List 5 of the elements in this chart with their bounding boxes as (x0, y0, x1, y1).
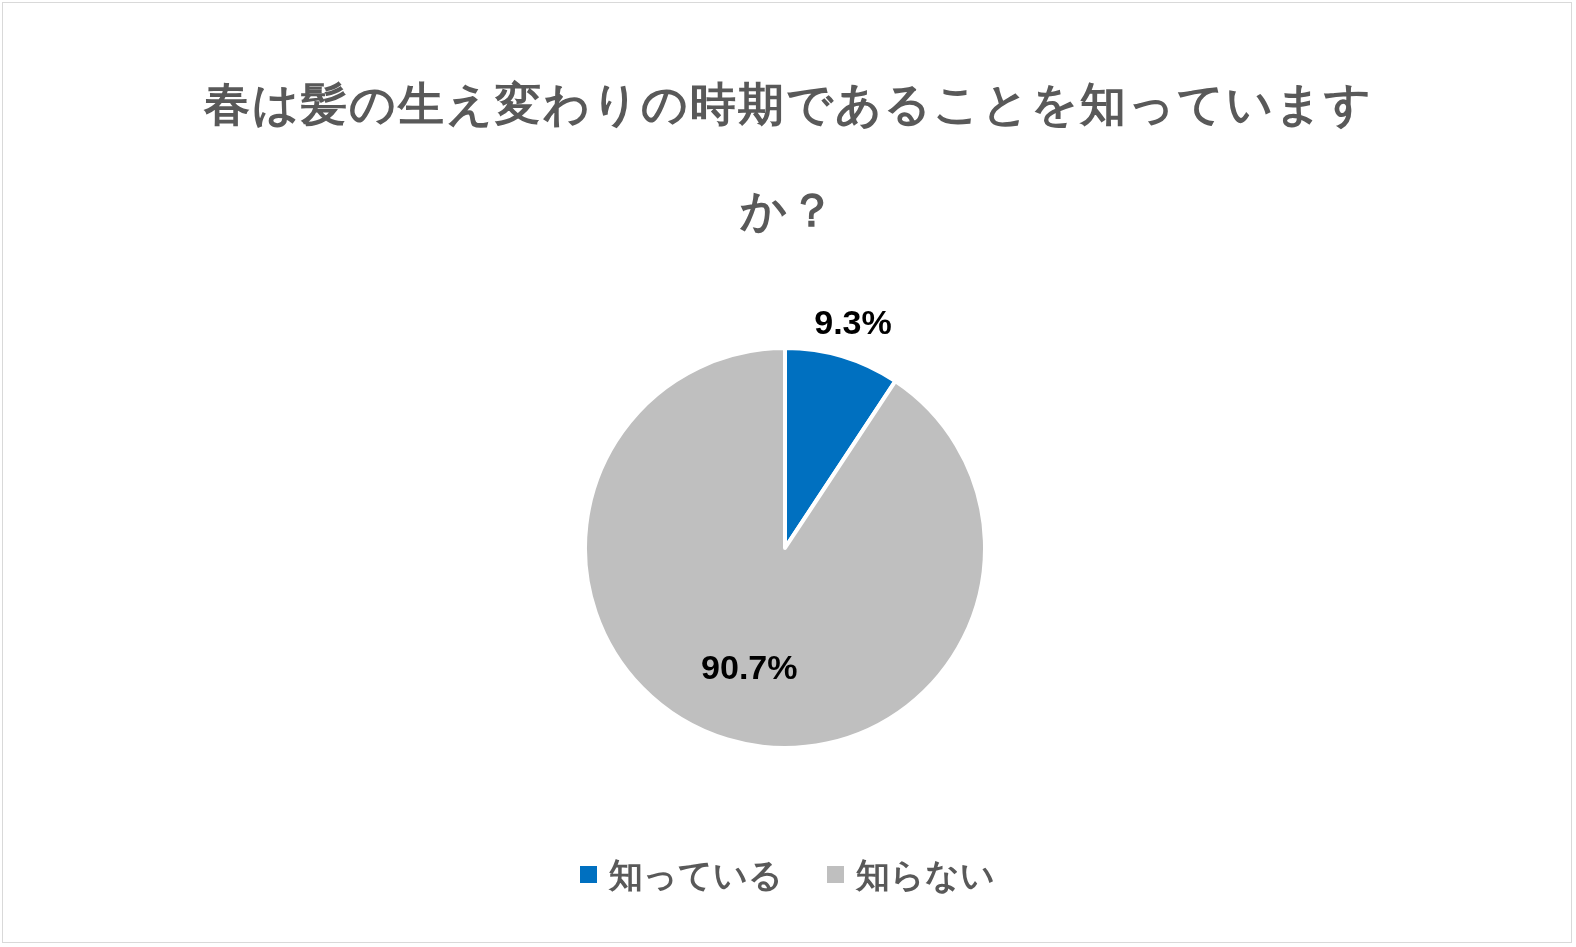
data-label: 9.3% (814, 303, 892, 341)
legend-label: 知っている (608, 855, 783, 895)
data-label: 90.7% (701, 647, 798, 686)
legend-label: 知らない (855, 855, 995, 895)
chart-title: 春は髪の生え変わりの時期であることを知っていますか？ (202, 76, 1374, 239)
